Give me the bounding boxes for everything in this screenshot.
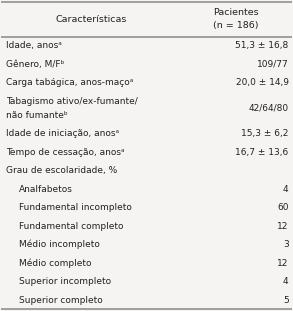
Text: Médio completo: Médio completo bbox=[19, 258, 91, 268]
Text: Gênero, M/Fᵇ: Gênero, M/Fᵇ bbox=[6, 60, 64, 69]
Text: 5: 5 bbox=[283, 296, 289, 305]
Text: Idade de iniciação, anosᵃ: Idade de iniciação, anosᵃ bbox=[6, 129, 119, 138]
Text: não fumanteᵇ: não fumanteᵇ bbox=[6, 111, 68, 120]
Text: 12: 12 bbox=[277, 259, 289, 268]
Text: 4: 4 bbox=[283, 277, 289, 286]
Text: Superior completo: Superior completo bbox=[19, 296, 103, 305]
Text: Carga tabágica, anos-maçoᵃ: Carga tabágica, anos-maçoᵃ bbox=[6, 78, 133, 87]
Text: 20,0 ± 14,9: 20,0 ± 14,9 bbox=[236, 78, 289, 87]
Text: 51,3 ± 16,8: 51,3 ± 16,8 bbox=[235, 41, 289, 50]
Text: 3: 3 bbox=[283, 240, 289, 249]
Text: Tempo de cessação, anosᵃ: Tempo de cessação, anosᵃ bbox=[6, 148, 125, 157]
Text: Tabagismo ativo/ex-fumante/: Tabagismo ativo/ex-fumante/ bbox=[6, 97, 138, 106]
Text: 42/64/80: 42/64/80 bbox=[248, 104, 289, 113]
Text: Grau de escolaridade, %: Grau de escolaridade, % bbox=[6, 166, 117, 175]
Text: Superior incompleto: Superior incompleto bbox=[19, 277, 111, 286]
Text: 109/77: 109/77 bbox=[257, 60, 289, 69]
Text: 15,3 ± 6,2: 15,3 ± 6,2 bbox=[241, 129, 289, 138]
Text: 16,7 ± 13,6: 16,7 ± 13,6 bbox=[235, 148, 289, 157]
Text: Fundamental completo: Fundamental completo bbox=[19, 222, 124, 231]
Text: Fundamental incompleto: Fundamental incompleto bbox=[19, 203, 132, 212]
Text: Características: Características bbox=[55, 15, 127, 24]
Text: 4: 4 bbox=[283, 185, 289, 194]
Text: 12: 12 bbox=[277, 222, 289, 231]
Text: Analfabetos: Analfabetos bbox=[19, 185, 73, 194]
Text: Idade, anosᵃ: Idade, anosᵃ bbox=[6, 41, 62, 50]
Text: Pacientes
(n = 186): Pacientes (n = 186) bbox=[213, 8, 259, 30]
Text: Médio incompleto: Médio incompleto bbox=[19, 240, 100, 249]
Text: 60: 60 bbox=[277, 203, 289, 212]
